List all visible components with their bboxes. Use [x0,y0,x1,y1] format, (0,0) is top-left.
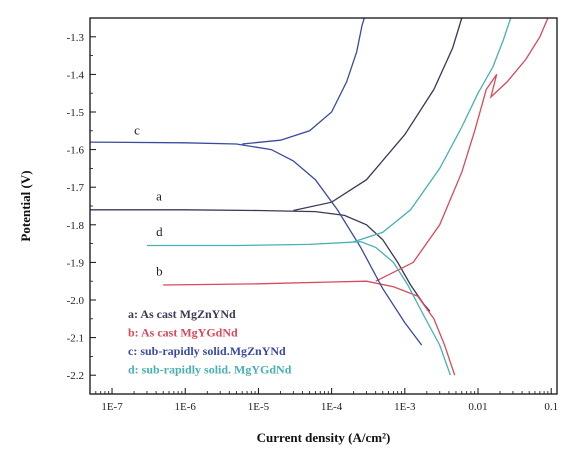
legend-entry-a: a: As cast MgZnYNd [128,307,236,321]
curves-layer [89,17,549,376]
x-tick-label: 1E-5 [248,401,270,413]
x-tick-label: 1E-3 [394,401,416,413]
y-tick-label: -1.9 [67,257,85,269]
legend: a: As cast MgZnYNd b: As cast MgYGdNd c: s… [128,307,292,377]
curve-tag-b: b [156,264,163,279]
y-tick-label: -2.0 [67,295,85,307]
x-tick-label: 1E-4 [321,401,343,413]
legend-entry-b: b: As cast MgYGdNd [128,326,238,340]
y-tick-label: -2.1 [67,333,84,345]
legend-entry-d: d: sub-rapidly solid. MgYGdNd [128,363,292,377]
series-d-cathodic-curve [147,241,452,376]
series-a-cathodic-curve [90,209,431,312]
x-tick-label: 0.1 [544,401,558,413]
x-tick-label: 0.01 [468,401,487,413]
y-tick-label: -1.6 [67,145,85,157]
y-tick-label: -1.5 [67,107,85,119]
series-c-anodic-curve [242,17,365,145]
y-tick-label: -2.2 [67,370,84,382]
series-b-anodic-curve [375,17,549,282]
curve-tag-a: a [156,188,162,203]
x-axis-ticks: 1E-7 1E-6 1E-5 1E-4 1E-3 0.01 0.1 [89,388,558,413]
x-axis-title: Current density (A/cm²) [257,430,391,445]
y-axis-title: Potential (V) [18,170,33,241]
curve-tags: c a d b [134,123,163,279]
curve-tag-d: d [156,224,163,239]
x-tick-label: 1E-6 [175,401,197,413]
y-tick-label: -1.7 [67,182,85,194]
y-tick-label: -1.8 [67,220,85,232]
x-tick-label: 1E-7 [101,401,123,413]
y-tick-label: -1.4 [67,69,85,81]
series-c-cathodic-curve [89,141,423,346]
legend-entry-c: c: sub-rapidly solid.MgZnYNd [128,344,286,358]
y-tick-label: -1.3 [67,32,85,44]
curve-tag-c: c [134,123,140,138]
y-axis-ticks: -1.3 -1.4 -1.5 -1.6 -1.7 -1.8 -1.9 -2.0 -2.1 -2.2 [67,32,96,382]
series-b-cathodic-curve [163,280,456,376]
series-d-anodic-curve [353,17,512,243]
